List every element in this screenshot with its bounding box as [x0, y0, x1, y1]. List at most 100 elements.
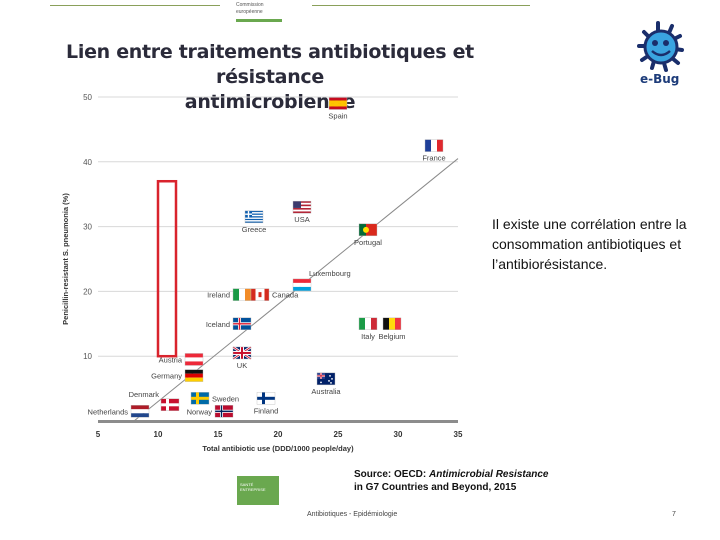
flag-part — [131, 409, 149, 414]
flag-part — [239, 288, 245, 301]
flag-part — [185, 361, 203, 366]
data-label-spain: Spain — [328, 111, 347, 120]
flag-part — [395, 317, 401, 330]
data-point-italy — [358, 317, 378, 331]
flag-part — [185, 369, 203, 374]
y-tick-label: 30 — [83, 223, 92, 232]
flag-border — [292, 278, 312, 292]
flag-border — [292, 200, 312, 214]
flag-part — [293, 202, 311, 205]
ec-logo-line1: Commission — [236, 2, 264, 8]
flag-part — [329, 97, 347, 101]
flag-part — [425, 139, 431, 152]
data-point-luxembourg — [292, 278, 312, 292]
data-label-netherlands: Netherlands — [88, 407, 129, 416]
page-number: 7 — [672, 511, 676, 518]
data-point-uk — [232, 345, 252, 361]
y-tick-label: 40 — [83, 158, 92, 167]
flag-part — [233, 288, 239, 301]
flag-part — [363, 226, 369, 233]
flag-part — [245, 220, 263, 222]
data-label-denmark: Denmark — [129, 390, 160, 399]
flag-part — [233, 323, 251, 325]
x-tick-label: 10 — [154, 430, 163, 439]
flag-part — [329, 100, 347, 104]
data-label-uk: UK — [237, 361, 247, 370]
data-label-usa: USA — [294, 215, 309, 224]
flag-border — [328, 97, 348, 110]
source-line2: in G7 Countries and Beyond, 2015 — [354, 482, 517, 493]
flag-border — [382, 317, 402, 331]
flag-part — [245, 221, 263, 223]
flag-part — [365, 317, 371, 330]
flag-border — [256, 392, 276, 405]
ec-logo: Commission européenne — [236, 2, 282, 22]
source-citation: Source: OECD: Antimicrobial Resistance i… — [354, 468, 549, 494]
flag-border — [184, 353, 204, 366]
flag-part — [185, 373, 203, 378]
green-logo-box: SANTÉ ENTREPRISE — [237, 476, 279, 505]
x-axis-title: Total antibiotic use (DDD/1000 people/da… — [202, 444, 354, 453]
flag-part — [191, 396, 209, 400]
flag-part — [431, 139, 437, 152]
ebug-brand: e-Bug — [640, 72, 680, 86]
flag-border — [316, 372, 336, 386]
flag-part — [131, 413, 149, 418]
source-line1: Source: OECD: Antimicrobial Resistance — [354, 468, 549, 481]
flag-part — [293, 208, 311, 210]
flag-part — [359, 317, 365, 330]
flag-border — [130, 405, 150, 418]
flag-part — [293, 206, 311, 209]
flag-part — [257, 396, 275, 400]
flag-border — [244, 210, 264, 224]
data-label-italy: Italy — [361, 332, 375, 341]
x-tick-label: 5 — [96, 430, 101, 439]
data-point-finland — [256, 392, 276, 405]
flag-part — [330, 381, 332, 384]
data-label-france: France — [422, 154, 445, 163]
flag-part — [317, 375, 325, 377]
data-point-belgium — [382, 317, 402, 331]
chart: 10 20 30 40 50 5 10 15 20 25 30 35 Total antibiotic … — [61, 93, 463, 453]
title-line1: Lien entre traitements antibiotiques et … — [66, 41, 474, 88]
x-tick-label: 35 — [454, 430, 463, 439]
flag-part — [245, 212, 263, 214]
ebug-logo-icon — [637, 21, 684, 72]
source-prefix: Source: OECD: — [354, 469, 430, 480]
flag-border — [184, 369, 204, 382]
flag-part — [437, 139, 443, 152]
flag-border — [160, 398, 180, 411]
flag-part — [293, 201, 311, 203]
y-tick-label: 20 — [83, 287, 92, 296]
data-label-australia: Australia — [311, 387, 341, 396]
flag-border — [232, 317, 252, 331]
data-label-sweden: Sweden — [212, 394, 239, 403]
flag-border — [214, 405, 234, 418]
x-axis-bar — [98, 420, 458, 423]
y-tick-label: 10 — [83, 352, 92, 361]
flag-border — [358, 317, 378, 331]
flag-part — [245, 214, 263, 217]
data-point-ireland — [232, 288, 252, 301]
highlight-box — [156, 179, 178, 358]
flag-part — [185, 353, 203, 358]
data-point-denmark — [160, 398, 180, 411]
flag-part — [245, 213, 263, 215]
data-point-usa — [292, 200, 312, 214]
data-point-iceland — [232, 317, 252, 331]
flag-part — [293, 201, 301, 208]
data-point-greece — [244, 210, 264, 224]
data-label-germany: Germany — [151, 372, 182, 381]
data-label-finland: Finland — [254, 406, 279, 415]
data-point-sweden — [190, 392, 210, 405]
flag-border — [250, 288, 270, 301]
flag-part — [293, 211, 311, 214]
data-point-norway — [214, 405, 234, 418]
data-point-france — [424, 139, 444, 152]
flag-part — [371, 317, 377, 330]
ec-logo-bar — [236, 19, 282, 22]
flag-part — [329, 374, 331, 377]
x-tick-label: 20 — [274, 430, 283, 439]
flag-part — [328, 379, 330, 382]
flag-part — [293, 286, 311, 291]
